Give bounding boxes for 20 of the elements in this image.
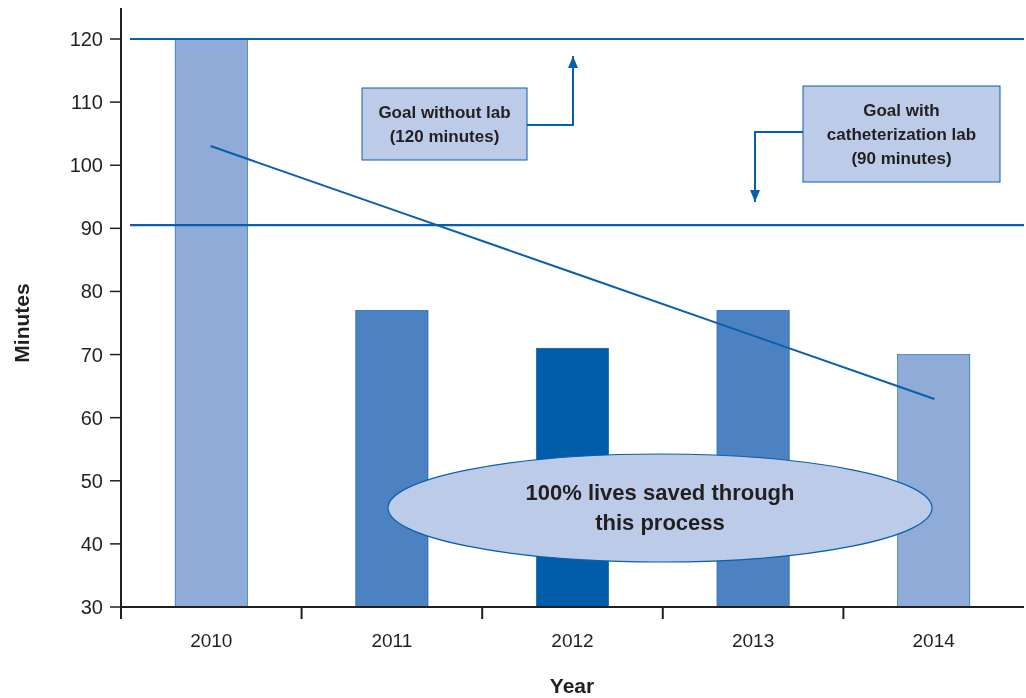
x-axis-title: Year	[549, 674, 595, 697]
y-tick-label: 60	[80, 406, 103, 429]
y-tick-label: 80	[80, 280, 103, 303]
annotation: Goal with catheterization lab (90 minutes)	[826, 101, 977, 168]
y-tick-label: 100	[69, 154, 103, 177]
y-tick-label: 70	[80, 343, 103, 366]
y-axis-title: Minutes	[10, 283, 33, 363]
x-tick-label: 2012	[551, 630, 594, 651]
x-tick-label: 2010	[190, 630, 233, 651]
y-tick-label: 120	[69, 28, 103, 50]
annotation: 100% lives saved through this process	[525, 480, 795, 535]
annotation: Goal without lab (120 minutes)	[378, 103, 511, 146]
y-tick-label: 30	[80, 596, 103, 618]
y-tick-label: 90	[80, 217, 103, 240]
x-tick-label: 2011	[371, 630, 413, 651]
y-tick-label: 50	[80, 469, 103, 492]
x-tick-label: 2013	[731, 630, 775, 651]
y-tick-label: 110	[71, 91, 103, 114]
x-tick-label: 2014	[912, 630, 956, 651]
y-tick-label: 40	[80, 532, 103, 555]
